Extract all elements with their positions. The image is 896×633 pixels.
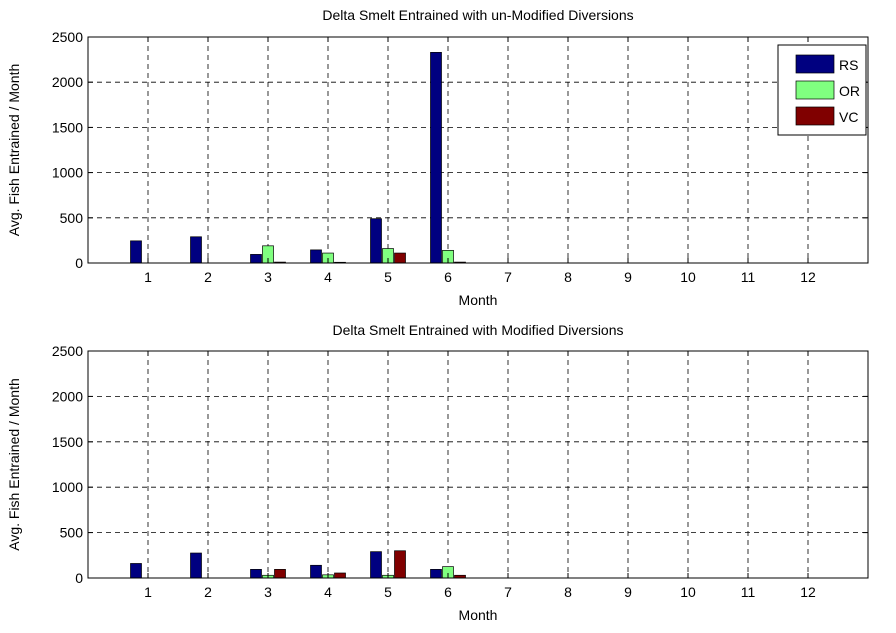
x-tick-label: 2: [204, 269, 212, 285]
plot-area: [88, 37, 868, 263]
bar-series-3-3: [274, 569, 286, 579]
y-tick-label: 500: [60, 210, 84, 226]
y-tick-label: 1000: [52, 479, 83, 495]
x-tick-label: 10: [680, 269, 696, 285]
x-axis-label: Month: [459, 607, 498, 623]
x-tick-label: 1: [144, 584, 152, 600]
bar-series-1-5: [370, 551, 382, 579]
axes-box: [87, 350, 869, 579]
x-tick-label: 9: [624, 584, 632, 600]
x-tick-label: 10: [680, 584, 696, 600]
y-tick-label: 2000: [52, 388, 83, 404]
x-tick-label: 7: [504, 584, 512, 600]
y-tick-label: 1500: [52, 119, 83, 135]
x-tick-label: 3: [264, 269, 272, 285]
x-tick-label: 8: [564, 269, 572, 285]
x-tick-label: 11: [741, 584, 756, 600]
plot-area: [88, 351, 868, 578]
y-tick-label: 2000: [52, 74, 83, 90]
legend-swatch-or: [795, 80, 835, 100]
bar-rs-1: [130, 240, 142, 264]
bar-series-1-6: [430, 569, 442, 579]
legend-label-vc: VC: [839, 109, 858, 125]
x-tick-label: 12: [800, 269, 816, 285]
chart-title: Delta Smelt Entrained with un-Modified D…: [322, 7, 633, 23]
x-tick-label: 4: [324, 584, 332, 600]
x-tick-label: 5: [384, 269, 392, 285]
x-tick-label: 9: [624, 269, 632, 285]
legend-label-or: OR: [839, 83, 860, 99]
y-axis-label: Avg. Fish Entrained / Month: [6, 378, 22, 551]
x-tick-label: 3: [264, 584, 272, 600]
x-tick-label: 7: [504, 269, 512, 285]
bar-rs-3: [250, 254, 262, 264]
bar-vc-5: [394, 252, 406, 264]
bar-rs-5: [370, 218, 382, 264]
bar-rs-2: [190, 236, 202, 264]
y-tick-label: 2500: [52, 29, 83, 45]
bar-series-1-1: [130, 563, 142, 579]
bar-series-1-3: [250, 569, 262, 579]
legend-label-rs: RS: [839, 57, 858, 73]
y-tick-label: 1500: [52, 434, 83, 450]
legend: RS OR VC: [777, 44, 867, 136]
y-tick-label: 0: [75, 570, 83, 586]
y-tick-label: 0: [75, 255, 83, 271]
bar-series-3-4: [334, 572, 346, 579]
axes-box: [87, 36, 869, 264]
legend-swatch-rs: [795, 54, 835, 74]
bar-rs-6: [430, 52, 442, 264]
bar-rs-4: [310, 249, 322, 264]
x-tick-label: 6: [444, 269, 452, 285]
chart-panel-2: 1 2 3 4 5 6 7 8 9 10 11 1205001000150020002500Delta…: [6, 322, 869, 623]
x-tick-label: 5: [384, 584, 392, 600]
bar-series-3-5: [394, 550, 406, 579]
x-tick-label: 6: [444, 584, 452, 600]
bar-series-1-2: [190, 552, 202, 579]
bar-series-1-4: [310, 564, 322, 579]
x-tick-label: 1: [144, 269, 152, 285]
x-tick-label: 12: [800, 584, 816, 600]
y-axis-label: Avg. Fish Entrained / Month: [6, 64, 22, 237]
y-tick-label: 1000: [52, 165, 83, 181]
legend-swatch-vc: [795, 106, 835, 126]
chart-title: Delta Smelt Entrained with Modified Dive…: [332, 322, 623, 338]
chart-panel-1: 1 2 3 4 5 6 7 8 9 10 11 1205001000150020002500Delta…: [6, 7, 869, 308]
y-tick-label: 500: [60, 525, 84, 541]
x-tick-label: 11: [741, 269, 756, 285]
y-tick-label: 2500: [52, 343, 83, 359]
x-tick-label: 4: [324, 269, 332, 285]
x-tick-label: 8: [564, 584, 572, 600]
x-tick-label: 2: [204, 584, 212, 600]
x-axis-label: Month: [459, 292, 498, 308]
